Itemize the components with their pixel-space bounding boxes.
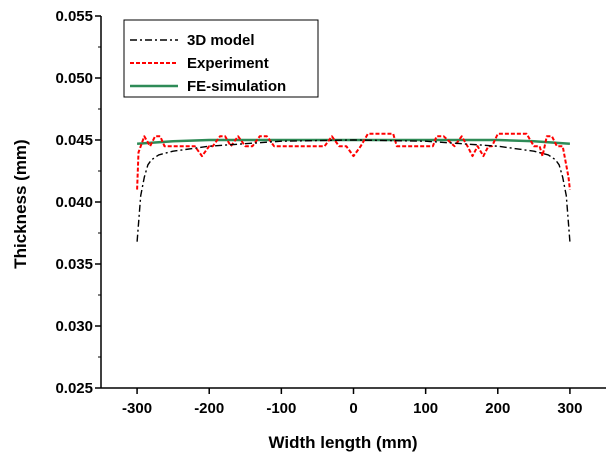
x-tick-label: -100	[266, 400, 296, 417]
y-tick-label: 0.035	[55, 256, 93, 273]
y-tick-label: 0.030	[55, 318, 93, 335]
axes: 0.025 0.030 0.035 0.040 0.045 0.050 0.055 -300 -…	[55, 8, 606, 417]
x-tick-label: 0	[349, 400, 357, 417]
legend-label: FE-simulation	[187, 78, 286, 95]
x-tick-label: 200	[485, 400, 510, 417]
series-lines	[136, 132, 571, 242]
legend: 3D model Experiment FE-simulation	[123, 19, 319, 98]
y-tick-label: 0.025	[55, 380, 93, 397]
x-tick-label: -200	[194, 400, 224, 417]
x-axis-title: Width length (mm)	[268, 433, 417, 452]
series-line-experiment	[136, 132, 571, 190]
y-tick-label: 0.040	[55, 194, 93, 211]
y-tick-label: 0.045	[55, 132, 93, 149]
series-line-3d-model	[136, 139, 571, 242]
legend-box	[123, 19, 319, 98]
x-tick-label: 100	[413, 400, 438, 417]
legend-label: 3D model	[187, 32, 255, 49]
x-tick-label: 300	[557, 400, 582, 417]
y-tick-label: 0.055	[55, 8, 93, 25]
y-axis-title: Thickness (mm)	[11, 139, 30, 268]
legend-label: Experiment	[187, 55, 269, 72]
y-tick-label: 0.050	[55, 70, 93, 87]
x-tick-label: -300	[122, 400, 152, 417]
